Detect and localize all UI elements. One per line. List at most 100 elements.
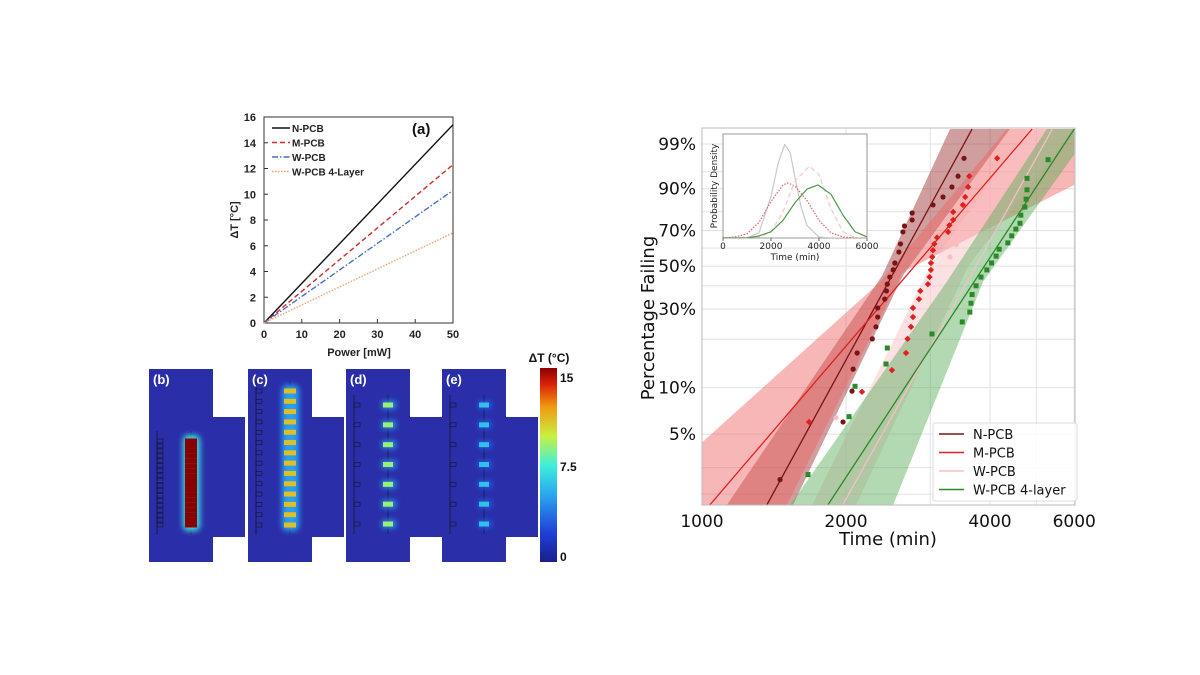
hotspot	[185, 453, 197, 459]
weibull-xtick-label: 2000	[824, 512, 867, 532]
chart-a-ytick-label: 8	[250, 215, 256, 227]
data-point	[883, 288, 890, 294]
data-point	[883, 361, 889, 367]
hotspot	[383, 481, 393, 487]
chart-a-panel-label: (a)	[412, 121, 430, 138]
component-outline	[255, 419, 263, 425]
hotspot	[284, 501, 296, 507]
component-outline	[255, 460, 263, 466]
heat-glow	[282, 385, 299, 531]
data-point	[854, 350, 860, 356]
data-point	[1024, 175, 1030, 181]
weibull-ytick-label: 90%	[658, 180, 696, 200]
data-point	[805, 472, 811, 478]
chart-a-ytick-label: 10	[244, 189, 256, 201]
component-outline	[156, 443, 164, 449]
component-outline	[449, 482, 457, 487]
legend-label: W-PCB 4-layer	[973, 484, 1066, 499]
component-outline	[353, 402, 361, 408]
weibull-legend	[932, 422, 1078, 502]
hotspot	[284, 460, 296, 466]
legend-label: M-PCB	[973, 447, 1015, 462]
hotspot	[284, 419, 296, 425]
data-point	[875, 305, 881, 311]
hotspot	[185, 478, 197, 484]
component-outline	[156, 512, 164, 518]
hotspot	[284, 388, 296, 394]
hotspot	[284, 491, 296, 497]
component-outline	[156, 478, 164, 483]
data-point	[849, 388, 855, 394]
component-outline	[353, 521, 361, 527]
chart-a-xlabel: Power [mW]	[327, 347, 391, 359]
component-outline	[156, 448, 164, 454]
hotspot	[383, 521, 393, 527]
component-outline	[353, 482, 361, 487]
chart-a-xtick-label: 30	[371, 329, 383, 341]
component-outline	[156, 502, 164, 508]
inset-curve-0	[723, 143, 867, 238]
legend-label: W-PCB	[973, 465, 1016, 480]
data-point	[929, 247, 937, 254]
hotspot	[383, 501, 393, 507]
data-point	[929, 331, 935, 337]
hotspot	[284, 512, 296, 518]
data-point	[944, 228, 952, 236]
data-point	[1045, 157, 1051, 163]
component-outline	[156, 438, 164, 444]
data-point	[966, 172, 973, 180]
data-point	[869, 336, 875, 342]
hotspot	[185, 468, 197, 474]
component-outline	[255, 399, 263, 404]
chart-a-legend-label: N-PCB	[292, 124, 324, 135]
data-point	[931, 240, 938, 248]
data-point	[909, 304, 917, 312]
data-point	[850, 366, 856, 372]
component-outline	[255, 502, 263, 507]
weibull-ytick-label: 99%	[658, 135, 696, 155]
data-point	[949, 216, 957, 224]
data-point	[993, 155, 1001, 162]
data-point	[973, 283, 979, 289]
thermal-panel-c: (c)	[248, 369, 344, 562]
hotspot	[185, 473, 197, 479]
confidence-band-3	[790, 129, 1075, 505]
component-outline	[255, 481, 263, 487]
data-point	[915, 295, 923, 303]
data-point	[909, 210, 915, 216]
data-point	[852, 383, 858, 389]
hotspot	[284, 429, 296, 435]
chart-a-ylabel: ΔT [°C]	[229, 201, 241, 239]
board-tab	[410, 417, 442, 537]
data-point	[884, 281, 890, 287]
data-point	[964, 183, 972, 191]
inset-curve-1	[723, 182, 867, 238]
inset-xtick-label: 0	[720, 242, 726, 252]
component-outline	[449, 501, 457, 507]
data-point	[1018, 212, 1024, 218]
data-point	[927, 259, 935, 267]
data-point	[927, 266, 935, 274]
component-outline	[156, 507, 164, 513]
panel-label: (b)	[153, 372, 170, 387]
inset-xtick-label: 6000	[856, 242, 879, 252]
weibull-ytick-label: 30%	[658, 300, 696, 320]
inset-xlabel: Time (min)	[770, 253, 820, 263]
data-point	[888, 366, 896, 374]
chart-a-line-1	[263, 164, 454, 324]
chart-a-xtick-label: 0	[261, 329, 267, 341]
data-point	[996, 246, 1002, 252]
component-outline	[156, 522, 164, 528]
hotspot	[284, 470, 296, 476]
legend-label: N-PCB	[973, 428, 1013, 443]
panel-label: (c)	[252, 372, 268, 387]
hotspot	[284, 440, 296, 446]
fit-line-0	[766, 128, 973, 505]
data-point	[949, 184, 955, 190]
component-outline	[255, 388, 263, 394]
data-point	[924, 280, 932, 288]
inset-xtick-label: 2000	[760, 242, 783, 252]
thermal-panel-d: (d)	[346, 369, 442, 562]
data-point	[949, 208, 957, 216]
